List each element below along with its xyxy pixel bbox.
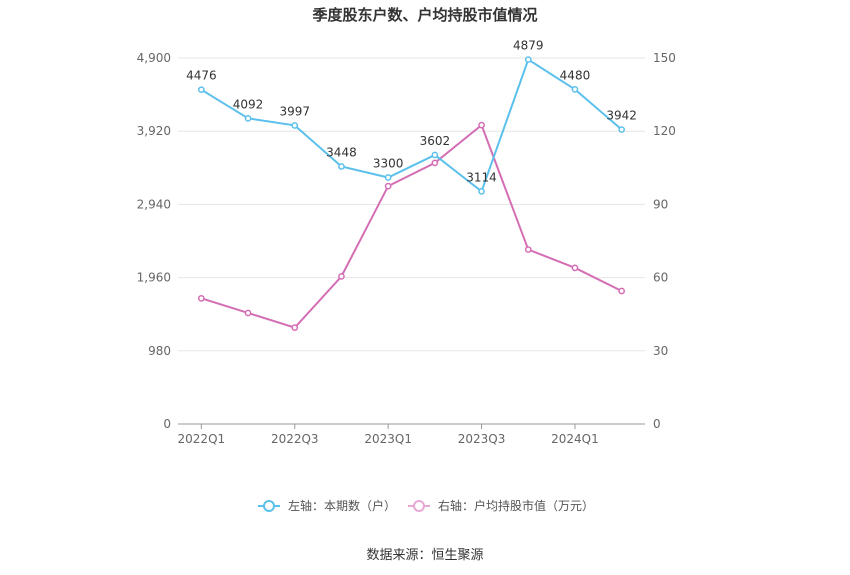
data-label: 3114	[466, 170, 497, 184]
data-label: 4480	[560, 68, 591, 82]
data-point-right[interactable]	[524, 246, 532, 253]
data-label: 3448	[326, 145, 357, 159]
data-point-left[interactable]	[431, 151, 439, 159]
right-axis-tick-label: 60	[653, 271, 668, 285]
data-point-left[interactable]	[384, 174, 392, 181]
right-axis-tick-label: 150	[653, 51, 676, 65]
data-point-left[interactable]	[244, 115, 252, 122]
x-axis-tick-label: 2024Q1	[551, 432, 599, 446]
data-point-right[interactable]	[478, 121, 485, 129]
source-text: 数据来源：恒生聚源	[366, 548, 483, 563]
data-point-right[interactable]	[338, 273, 345, 280]
legend: 左轴：本期数（户） 右轴：户均持股市值（万元）	[258, 498, 594, 513]
data-label: 3942	[606, 109, 637, 123]
data-point-right[interactable]	[291, 324, 299, 331]
data-point-right[interactable]	[618, 287, 626, 295]
legend-label-right: 右轴：户均持股市值（万元）	[438, 498, 594, 513]
data-point-left[interactable]	[524, 56, 532, 63]
axes: 0 0 980 30 1,960 60 2,940 90 3,920 120 4,900 150 202…	[137, 51, 676, 446]
data-point-left[interactable]	[618, 126, 626, 133]
x-axis-tick-label: 2023Q3	[458, 432, 506, 446]
left-axis-tick-label: 2,940	[137, 197, 171, 211]
right-axis-tick-label: 90	[653, 197, 668, 211]
left-axis-tick-label: 1,960	[137, 271, 171, 285]
chart-title: 季度股东户数、户均持股市值情况	[312, 6, 537, 24]
data-points	[198, 56, 626, 331]
data-point-left[interactable]	[291, 122, 299, 129]
series-line-left	[200, 58, 623, 194]
x-axis-tick-label: 2022Q1	[178, 432, 226, 446]
data-point-right[interactable]	[431, 159, 439, 167]
data-label: 4476	[186, 69, 217, 83]
legend-item-left[interactable]: 左轴：本期数（户）	[258, 498, 396, 513]
grid	[178, 57, 645, 352]
data-label: 3997	[279, 104, 310, 118]
data-point-left[interactable]	[338, 163, 345, 170]
data-point-right[interactable]	[384, 182, 392, 190]
data-point-right[interactable]	[198, 294, 205, 302]
data-label: 3300	[373, 157, 404, 171]
left-axis-tick-label: 3,920	[137, 124, 171, 138]
data-label: 3602	[420, 134, 451, 148]
left-axis-tick-label: 0	[163, 417, 171, 431]
x-axis-tick-label: 2022Q3	[271, 432, 319, 446]
data-label: 4092	[233, 97, 264, 111]
series-line-right	[201, 123, 623, 329]
right-axis-tick-label: 30	[653, 344, 668, 358]
left-axis-tick-label: 980	[148, 344, 171, 358]
data-point-left[interactable]	[571, 86, 579, 93]
left-axis-tick-label: 4,900	[137, 51, 171, 65]
data-point-right[interactable]	[571, 264, 579, 272]
data-label: 4879	[513, 39, 544, 53]
right-axis-tick-label: 0	[653, 417, 661, 431]
right-axis-tick-label: 120	[653, 124, 676, 138]
x-axis-tick-label: 2023Q1	[364, 432, 412, 446]
data-point-left[interactable]	[198, 86, 205, 94]
series-lines	[200, 58, 623, 329]
legend-item-right[interactable]: 右轴：户均持股市值（万元）	[408, 498, 594, 513]
data-point-left[interactable]	[478, 188, 485, 195]
data-point-right[interactable]	[244, 309, 252, 317]
data-labels: 4476 4092 3997 3448 3300 3602 3114 4879 4480 3942	[186, 39, 637, 185]
legend-label-left: 左轴：本期数（户）	[288, 498, 396, 513]
